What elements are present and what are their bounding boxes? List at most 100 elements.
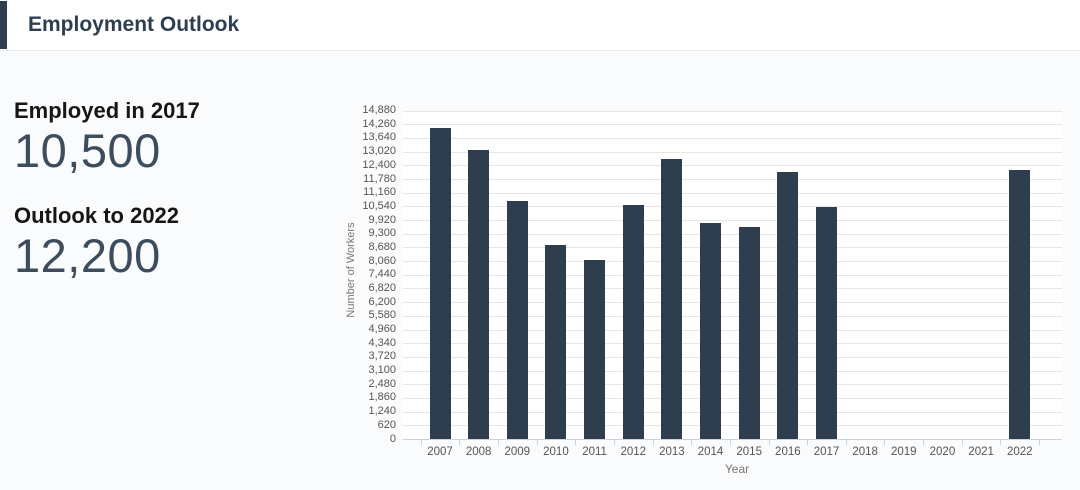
x-tick-mark (729, 440, 731, 445)
bar-2015 (738, 227, 760, 439)
y-tick-label: 6,820 (368, 281, 396, 294)
stat-value: 12,200 (14, 228, 161, 282)
bar-2011 (584, 260, 606, 439)
y-gridline (403, 233, 1062, 235)
x-tick-mark (845, 440, 847, 445)
y-gridline (403, 315, 1062, 317)
stat-label: Employed in 2017 (14, 98, 200, 123)
header-accent-bar (0, 1, 7, 49)
y-tick-label: 8,680 (368, 240, 396, 253)
y-tick-label: 3,100 (368, 364, 396, 377)
x-tick-label-2008: 2008 (465, 446, 492, 458)
x-tick-mark (459, 440, 461, 445)
x-tick-mark (768, 440, 770, 445)
x-axis-title: Year (724, 462, 750, 476)
y-gridline (403, 329, 1062, 331)
y-tick-label: 12,400 (362, 158, 396, 171)
x-tick-label-2016: 2016 (775, 446, 801, 458)
y-gridline (403, 179, 1062, 181)
y-tick-label: 1,240 (368, 405, 396, 418)
x-tick-mark (807, 440, 809, 445)
bar-2012 (622, 205, 644, 439)
y-tick-label: 9,300 (368, 227, 396, 240)
employment-outlook-chart: Number of Workers Year 0 620 1,240 1,860 2,4… (336, 90, 1080, 490)
bar-2016 (777, 171, 799, 439)
y-gridline (403, 151, 1062, 153)
y-gridline (403, 192, 1062, 194)
y-tick-label: 13,020 (362, 145, 396, 158)
y-tick-label: 13,640 (362, 131, 396, 144)
y-gridline (403, 206, 1062, 208)
x-axis-line (403, 439, 1062, 440)
y-gridline (403, 247, 1062, 249)
bar-2010 (545, 244, 567, 439)
y-gridline (403, 220, 1062, 222)
y-gridline (403, 397, 1062, 399)
y-tick-label: 2,480 (368, 377, 396, 390)
y-tick-label: 14,880 (362, 104, 396, 117)
stat-outlook: Outlook to 2022 12,200 (14, 202, 200, 281)
x-tick-label-2011: 2011 (582, 446, 607, 458)
bar-2007 (429, 127, 451, 439)
y-gridline (403, 425, 1062, 427)
x-tick-label-2017: 2017 (813, 446, 840, 458)
page-title: Employment Outlook (28, 13, 240, 36)
bar-2014 (700, 222, 722, 439)
y-gridline (403, 384, 1062, 386)
y-gridline (403, 343, 1062, 345)
y-gridline (403, 356, 1062, 358)
y-gridline (403, 110, 1062, 112)
x-tick-label-2020: 2020 (929, 446, 956, 458)
x-tick-label-2021: 2021 (968, 446, 994, 458)
page-header: Employment Outlook (0, 0, 1080, 51)
y-gridline (403, 302, 1062, 304)
y-tick-label: 10,540 (362, 199, 396, 212)
bar-2008 (468, 149, 490, 439)
y-tick-label: 4,340 (368, 336, 396, 349)
stat-label: Outlook to 2022 (14, 203, 180, 229)
y-tick-label: 620 (377, 418, 396, 431)
x-tick-label-2014: 2014 (697, 446, 724, 458)
x-tick-label-2010: 2010 (543, 446, 569, 458)
y-gridline (403, 124, 1062, 126)
x-tick-mark (884, 440, 886, 445)
x-tick-label-2012: 2012 (620, 446, 647, 458)
y-tick-label: 14,260 (362, 117, 396, 130)
x-tick-label-2015: 2015 (736, 446, 762, 458)
y-tick-label: 7,440 (368, 268, 396, 281)
y-tick-label: 1,860 (368, 391, 396, 404)
bar-2022 (1009, 169, 1031, 439)
stat-value: 10,500 (14, 123, 161, 177)
stats-panel: Employed in 2017 10,500 Outlook to 2022 … (14, 97, 200, 281)
y-tick-label: 3,720 (368, 350, 396, 363)
y-gridline (403, 370, 1062, 372)
x-tick-mark (420, 440, 422, 445)
x-tick-label-2018: 2018 (852, 446, 878, 458)
y-tick-label: 8,060 (368, 254, 396, 267)
y-tick-label: 11,780 (363, 172, 396, 185)
y-tick-label: 9,920 (368, 213, 396, 226)
x-tick-mark (1000, 440, 1002, 445)
x-tick-label-2022: 2022 (1006, 446, 1033, 458)
x-tick-mark (613, 440, 615, 445)
x-tick-mark (923, 440, 925, 445)
bar-2017 (816, 207, 837, 439)
x-tick-mark (961, 440, 963, 445)
x-tick-mark (691, 440, 693, 445)
y-gridline (403, 165, 1062, 167)
x-tick-mark (652, 440, 654, 445)
y-tick-label: 0 (389, 432, 396, 445)
y-gridline (403, 288, 1062, 290)
x-tick-mark (1039, 440, 1041, 445)
x-tick-mark (497, 440, 499, 445)
y-tick-label: 6,200 (368, 295, 396, 308)
x-tick-label-2009: 2009 (504, 446, 531, 458)
bar-2013 (661, 158, 683, 439)
y-gridline (403, 411, 1062, 413)
x-tick-mark (536, 440, 538, 445)
x-tick-mark (575, 440, 577, 445)
stat-employed: Employed in 2017 10,500 (14, 97, 200, 176)
y-gridline (403, 274, 1062, 276)
y-tick-label: 5,580 (368, 309, 396, 322)
